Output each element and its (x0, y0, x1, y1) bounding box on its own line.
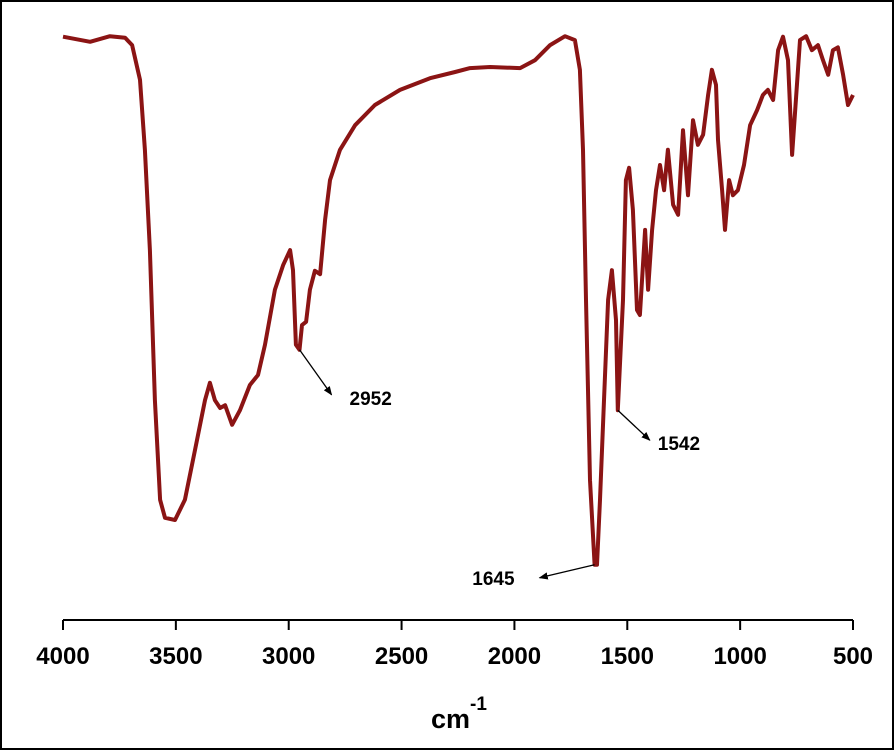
annotation-label: 2952 (350, 389, 392, 410)
x-tick-label: 1000 (713, 643, 766, 670)
annotation-label: 1645 (472, 569, 515, 590)
x-axis-label-sup: -1 (470, 694, 487, 715)
annotation-arrow (617, 409, 651, 441)
x-tick-label: 1500 (601, 643, 654, 670)
x-tick-label: 2500 (375, 643, 428, 670)
x-tick-label: 500 (833, 643, 873, 670)
annotation-arrow (299, 349, 333, 396)
x-tick-label: 4000 (36, 643, 89, 670)
x-tick-label: 2000 (488, 643, 541, 670)
x-tick-label: 3500 (149, 643, 202, 670)
x-axis-label: cm (431, 704, 470, 734)
spectrum-line (62, 34, 855, 567)
annotation-arrow (538, 564, 595, 580)
x-tick-label: 3000 (262, 643, 315, 670)
annotation-label: 1542 (658, 434, 700, 455)
